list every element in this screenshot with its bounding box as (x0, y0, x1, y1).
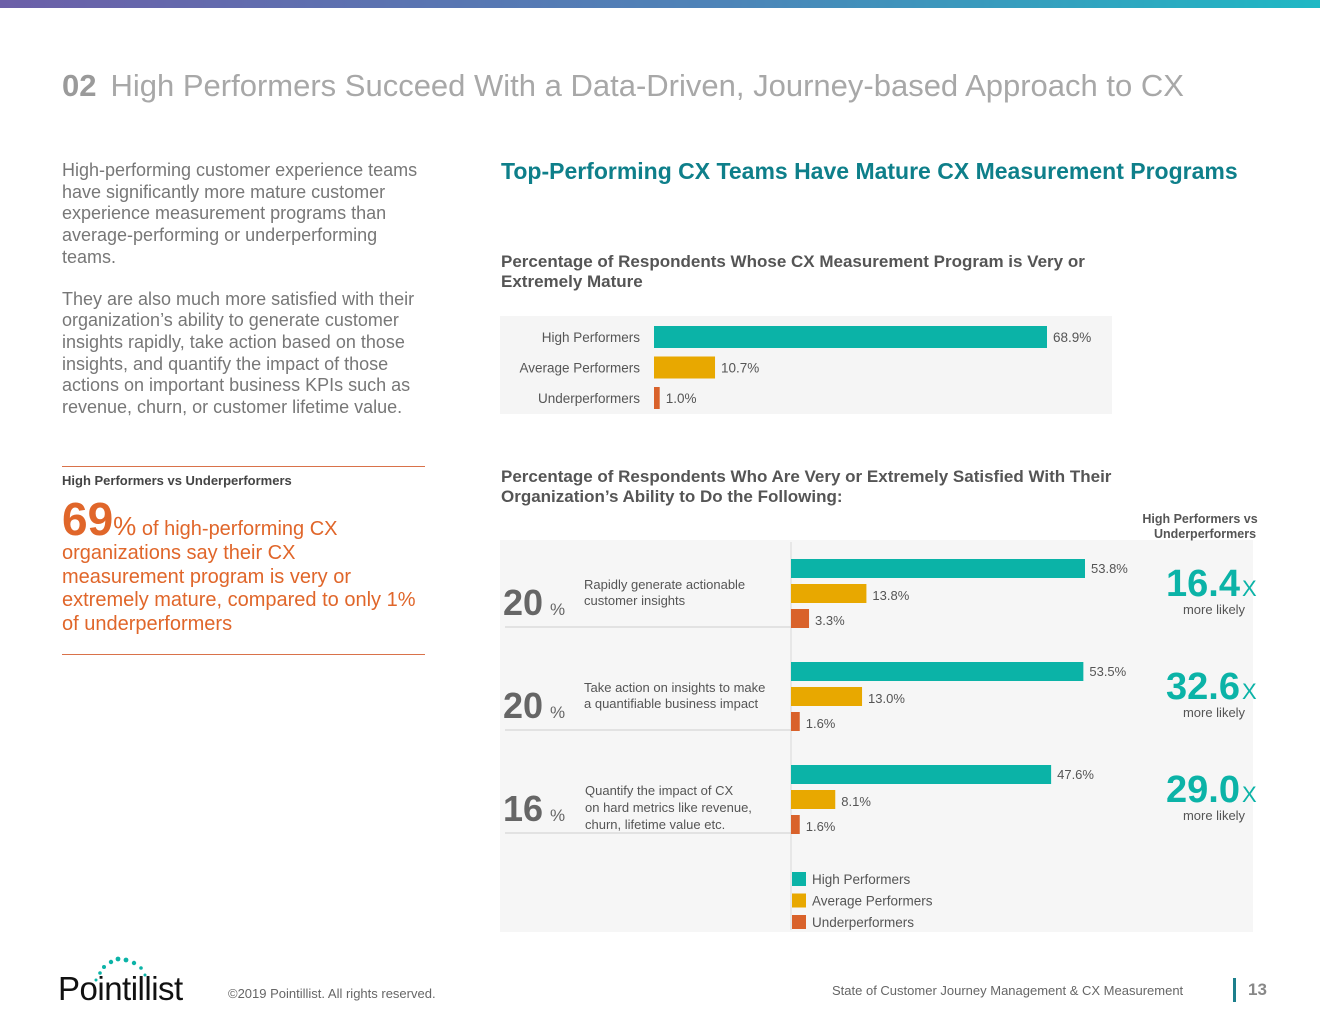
chart2-side-header: High Performers vs (1142, 512, 1257, 526)
chart2-value-label: 13.8% (872, 588, 909, 603)
logo-dot (108, 959, 114, 965)
page-number: 13 (1248, 980, 1267, 999)
chart2-group-label: Quantify the impact of CX (585, 783, 733, 798)
callout-top-rule (62, 466, 425, 467)
logo-dot (123, 957, 129, 963)
chart2-group-label: a quantifiable business impact (584, 696, 759, 711)
logo-dot (94, 978, 98, 982)
logo-dot (98, 971, 102, 975)
chart2-side-header: Underperformers (1154, 527, 1256, 541)
callout-value: 69 (62, 493, 114, 545)
legend-swatch (792, 893, 806, 908)
chart2-group-stat-unit: % (550, 703, 565, 722)
chart2-multiplier-unit: X (1242, 679, 1257, 704)
legend-label: Underperformers (812, 915, 914, 930)
logo-dot (143, 973, 147, 977)
chart2-value-label: 53.5% (1089, 664, 1126, 679)
chart2-bar (791, 687, 863, 706)
chart2-multiplier: 32.6 (1166, 666, 1240, 708)
callout-text: of high-performing CX organizations say … (62, 518, 416, 635)
legend-swatch (792, 915, 806, 929)
intro-paragraph-2: They are also much more satisfied with t… (62, 288, 415, 418)
chart2-value-label: 3.3% (815, 613, 845, 628)
chart1-title: Percentage of Respondents Whose CX Measu… (501, 252, 1085, 291)
footer-separator (1233, 978, 1236, 1002)
chart2-group-stat-unit: % (550, 806, 565, 825)
logo-dot (115, 956, 121, 962)
legend-label: High Performers (812, 872, 911, 887)
chart1-value-label: 68.9% (1053, 330, 1091, 345)
chart1-bar (654, 326, 1047, 348)
section-number: 02 (62, 68, 97, 103)
chart2-title: Percentage of Respondents Who Are Very o… (501, 467, 1112, 506)
chart2-value-label: 47.6% (1057, 767, 1094, 782)
chart2-group-label: Take action on insights to make (584, 680, 765, 695)
chart2-group-label: churn, lifetime value etc. (585, 817, 725, 832)
chart1-category-label: Average Performers (519, 361, 640, 376)
intro-paragraph-1: High-performing customer experience team… (62, 160, 418, 267)
chart2-bar (791, 815, 800, 834)
chart2-more-likely: more likely (1183, 705, 1246, 720)
chart1-category-label: High Performers (542, 330, 641, 345)
chart2-value-label: 1.6% (806, 716, 836, 731)
chart2-bar (791, 765, 1052, 784)
chart2-multiplier-unit: X (1242, 576, 1257, 601)
chart2-group-stat: 20 (503, 582, 543, 623)
legend-label: Average Performers (812, 894, 933, 909)
section-title: Top-Performing CX Teams Have Mature CX M… (501, 158, 1238, 184)
chart2-bar (791, 609, 810, 628)
chart2-group-label: Rapidly generate actionable (584, 577, 745, 592)
top-gradient-bar (0, 0, 1320, 8)
chart2-bar (791, 790, 836, 809)
chart2-group-stat-unit: % (550, 600, 565, 619)
chart2-multiplier-unit: X (1242, 782, 1257, 807)
callout-heading: High Performers vs Underperformers (62, 473, 292, 488)
chart2-bar (791, 662, 1084, 681)
chart2-more-likely: more likely (1183, 602, 1246, 617)
page-title: 02 High Performers Succeed With a Data-Dr… (62, 68, 1184, 104)
chart1-value-label: 1.0% (666, 391, 697, 406)
logo-dot (131, 960, 137, 966)
chart2-bar (791, 559, 1085, 578)
footer-copyright: ©2019 Pointillist. All rights reserved. (228, 986, 436, 1001)
logo-dot (139, 966, 143, 970)
logo-dot (102, 965, 106, 969)
chart1-value-label: 10.7% (721, 361, 759, 376)
chart2-value-label: 13.0% (868, 691, 905, 706)
pointillist-logo: Pointillist (58, 970, 183, 1007)
chart1-bar (654, 387, 660, 409)
legend-swatch (792, 872, 806, 886)
callout-bottom-rule (62, 654, 425, 655)
chart1-category-label: Underperformers (538, 391, 640, 406)
chart2-more-likely: more likely (1183, 808, 1246, 823)
chart2-group-label: customer insights (584, 593, 686, 608)
chart2-bar (791, 584, 867, 603)
chart2-group-stat: 20 (503, 685, 543, 726)
chart2-value-label: 53.8% (1091, 561, 1128, 576)
footer-report-name: State of Customer Journey Management & C… (832, 983, 1184, 998)
intro-text: High-performing customer experience team… (62, 160, 422, 439)
chart2-background (500, 540, 1253, 932)
chart2-bar (791, 712, 800, 731)
chart2-multiplier: 16.4 (1166, 563, 1240, 605)
chart1-bar (654, 356, 716, 379)
chart2-group-stat: 16 (503, 788, 543, 829)
page-title-text: High Performers Succeed With a Data-Driv… (110, 68, 1184, 103)
chart2-multiplier: 29.0 (1166, 769, 1240, 811)
chart2-group-label: on hard metrics like revenue, (585, 800, 752, 815)
chart2-value-label: 1.6% (806, 819, 836, 834)
callout-unit: % (113, 511, 137, 541)
chart2-value-label: 8.1% (841, 794, 871, 809)
callout-stat: 69% of high-performing CX organizations … (62, 496, 422, 636)
